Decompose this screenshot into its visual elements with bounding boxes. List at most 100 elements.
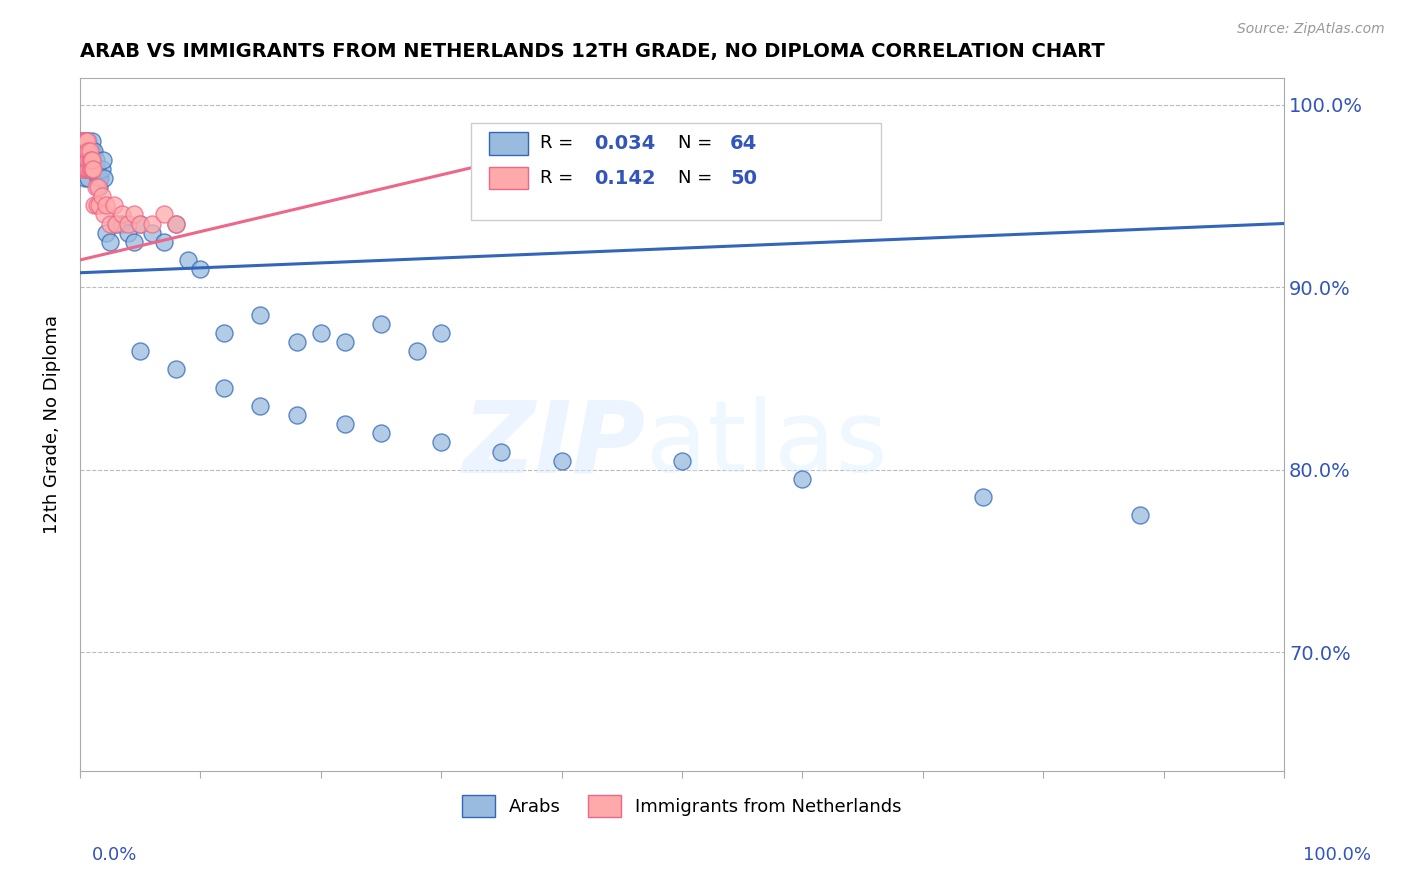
Text: N =: N =: [678, 135, 718, 153]
Point: [430, 326, 453, 340]
Point: [671, 453, 693, 467]
Point: [89, 180, 111, 194]
Point: [86, 198, 108, 212]
Point: [972, 490, 994, 504]
Y-axis label: 12th Grade, No Diploma: 12th Grade, No Diploma: [44, 315, 60, 533]
Point: [77, 170, 100, 185]
Point: [70, 144, 93, 158]
Point: [73, 161, 96, 176]
Text: Source: ZipAtlas.com: Source: ZipAtlas.com: [1237, 22, 1385, 37]
Point: [73, 153, 96, 167]
Point: [285, 334, 308, 349]
Point: [77, 144, 100, 158]
Legend: Arabs, Immigrants from Netherlands: Arabs, Immigrants from Netherlands: [456, 788, 908, 824]
Point: [104, 217, 127, 231]
Point: [80, 153, 103, 167]
Point: [129, 217, 152, 231]
Point: [111, 217, 134, 231]
Point: [70, 153, 93, 167]
Point: [83, 198, 105, 212]
Point: [430, 435, 453, 450]
Point: [188, 262, 211, 277]
Point: [84, 180, 107, 194]
Point: [80, 161, 103, 176]
Point: [93, 170, 115, 185]
Point: [77, 161, 100, 176]
Point: [72, 153, 94, 167]
Point: [80, 135, 103, 149]
Point: [165, 362, 187, 376]
Point: [75, 161, 97, 176]
Point: [122, 235, 145, 249]
Text: 0.0%: 0.0%: [91, 846, 136, 863]
Point: [1128, 508, 1150, 523]
Point: [214, 381, 236, 395]
Point: [87, 170, 110, 185]
Point: [76, 144, 98, 158]
Point: [79, 161, 101, 176]
Point: [87, 180, 110, 194]
Point: [141, 226, 163, 240]
Point: [75, 153, 97, 167]
Point: [89, 170, 111, 185]
Point: [111, 207, 134, 221]
Point: [249, 308, 271, 322]
Point: [370, 426, 392, 441]
FancyBboxPatch shape: [471, 122, 880, 219]
Point: [84, 153, 107, 167]
Point: [249, 399, 271, 413]
Point: [792, 472, 814, 486]
Point: [83, 144, 105, 158]
Point: [76, 144, 98, 158]
Point: [129, 344, 152, 359]
Point: [72, 144, 94, 158]
Text: 50: 50: [730, 169, 756, 187]
Point: [129, 217, 152, 231]
Point: [153, 235, 176, 249]
Point: [90, 189, 112, 203]
Point: [77, 153, 100, 167]
Point: [370, 317, 392, 331]
Point: [72, 153, 94, 167]
Text: R =: R =: [540, 169, 585, 187]
Point: [117, 217, 139, 231]
Point: [77, 135, 100, 149]
Point: [98, 235, 121, 249]
Point: [73, 144, 96, 158]
Point: [165, 217, 187, 231]
Point: [80, 161, 103, 176]
Point: [72, 161, 94, 176]
Point: [82, 161, 104, 176]
Point: [103, 198, 125, 212]
Point: [80, 153, 103, 167]
Point: [82, 161, 104, 176]
Text: atlas: atlas: [645, 396, 887, 493]
Point: [491, 444, 513, 458]
Point: [80, 144, 103, 158]
Point: [73, 135, 96, 149]
Point: [90, 161, 112, 176]
Point: [117, 226, 139, 240]
Point: [285, 408, 308, 422]
Point: [93, 207, 115, 221]
Point: [75, 144, 97, 158]
Point: [72, 135, 94, 149]
Point: [89, 198, 111, 212]
Point: [98, 217, 121, 231]
Point: [76, 161, 98, 176]
Point: [72, 135, 94, 149]
Text: 0.142: 0.142: [595, 169, 655, 187]
Point: [86, 161, 108, 176]
Point: [75, 135, 97, 149]
Point: [73, 144, 96, 158]
FancyBboxPatch shape: [489, 132, 527, 154]
Point: [72, 153, 94, 167]
Point: [122, 207, 145, 221]
Point: [73, 170, 96, 185]
Point: [76, 135, 98, 149]
Point: [80, 161, 103, 176]
Point: [72, 144, 94, 158]
Point: [333, 417, 356, 431]
Point: [550, 453, 572, 467]
Point: [141, 217, 163, 231]
